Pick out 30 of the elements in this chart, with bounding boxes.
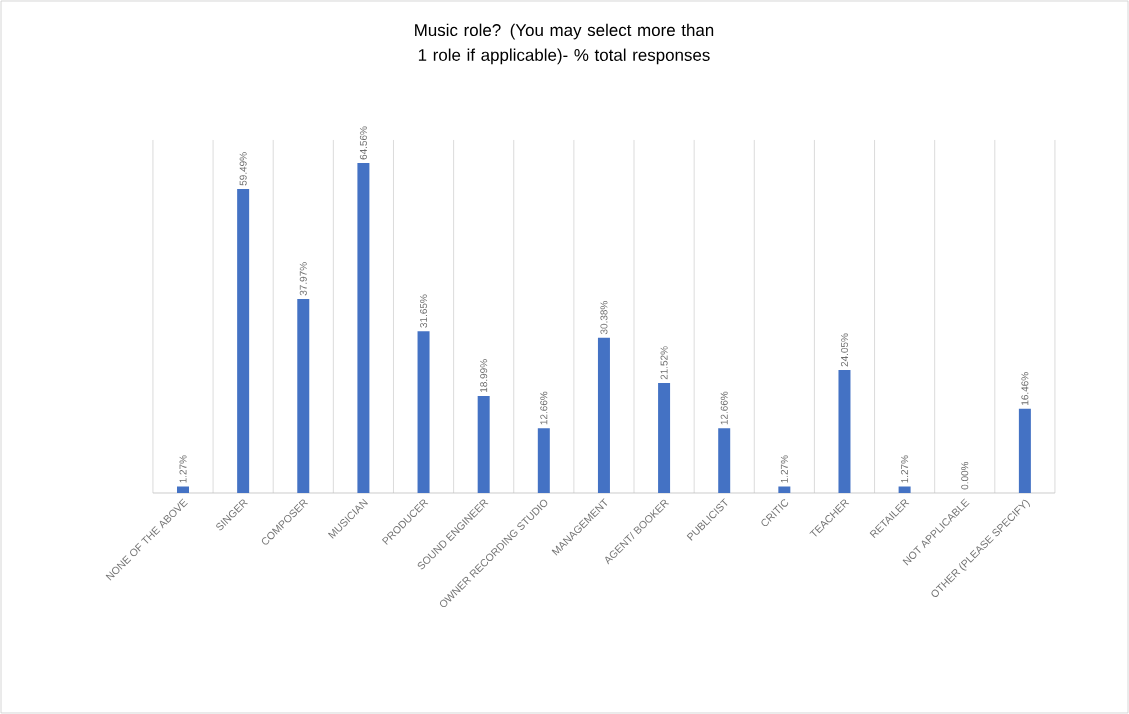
bar (477, 395, 490, 493)
bar (237, 188, 250, 493)
bar (898, 486, 911, 493)
data-label: 1.27% (780, 455, 788, 483)
bar (718, 428, 731, 493)
bar (838, 370, 851, 493)
bar (1018, 408, 1031, 493)
bar (658, 383, 671, 493)
data-label: 64.56% (359, 126, 367, 160)
chart-title: Music role? (You may select more than 1 role if applicable)- % total responses (415, 23, 714, 65)
data-label: 37.97% (299, 262, 307, 296)
data-label: 18.99% (480, 359, 488, 392)
data-label: 16.46% (1021, 372, 1029, 405)
bar (297, 298, 310, 493)
bar (417, 331, 430, 493)
bar (177, 486, 190, 493)
bar (357, 163, 370, 493)
data-label: 0.00% (961, 461, 969, 490)
bar (778, 486, 791, 493)
data-label: 12.66% (720, 391, 728, 425)
data-label: 30.38% (600, 301, 608, 335)
bar (597, 337, 610, 493)
data-label: 31.65% (420, 294, 428, 328)
data-label: 1.27% (179, 455, 187, 483)
data-label: 59.49% (239, 152, 247, 186)
data-label: 12.66% (540, 391, 548, 425)
bar (537, 428, 550, 493)
data-label: 24.05% (840, 333, 848, 367)
data-label: 21.52% (660, 346, 668, 380)
data-label: 1.27% (901, 455, 909, 483)
